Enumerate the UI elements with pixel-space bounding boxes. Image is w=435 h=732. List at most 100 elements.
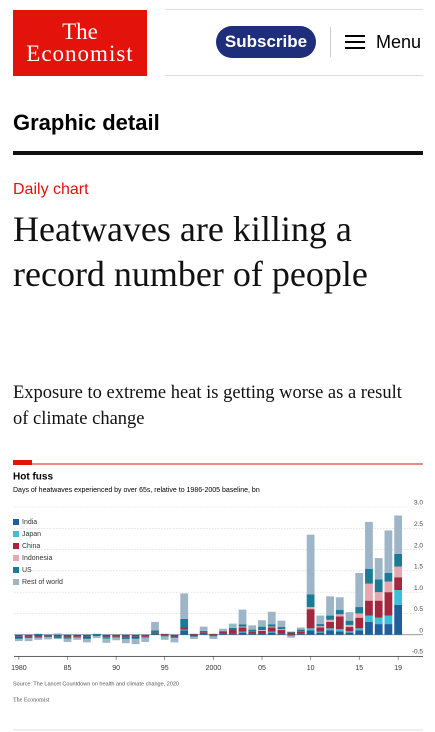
bar-segment — [121, 637, 130, 639]
bar-segment — [112, 634, 121, 636]
bar-segment — [345, 627, 354, 632]
bar-segment — [355, 613, 364, 618]
bar-segment — [394, 590, 403, 605]
bar-segment — [180, 618, 189, 628]
section-title[interactable]: Graphic detail — [13, 110, 160, 135]
bar-segment — [34, 637, 43, 640]
bar-segment — [306, 594, 315, 608]
x-tick-label: 10 — [307, 665, 315, 672]
x-tick-label: 1980 — [11, 665, 27, 672]
x-tick-label: 05 — [258, 665, 266, 672]
bar-segment — [326, 628, 334, 631]
bar-segment — [394, 515, 403, 554]
bar-segment — [131, 638, 140, 645]
bar-segment — [355, 617, 364, 629]
bar-segment — [228, 623, 237, 628]
bar-segment — [365, 621, 373, 635]
bar-segment — [238, 631, 247, 633]
bar-segment — [199, 633, 208, 635]
bar-segment — [219, 630, 227, 632]
bar-segment — [365, 615, 373, 622]
bar-segment — [44, 634, 52, 636]
bar-segment — [384, 530, 393, 573]
bar-segment — [190, 636, 198, 639]
menu-icon[interactable] — [345, 35, 365, 49]
logo[interactable]: The Economist — [13, 10, 147, 76]
bar-segment — [141, 634, 150, 636]
bar-segment — [374, 617, 383, 625]
bar-segment — [141, 637, 150, 642]
bar-segment — [151, 630, 159, 633]
bar-segment — [219, 633, 227, 635]
bar-segment — [112, 635, 121, 637]
x-tick-label: 90 — [112, 665, 120, 672]
bar-segment — [394, 604, 403, 635]
bar-segment — [384, 624, 393, 635]
bar-segment — [335, 629, 344, 632]
bar-segment — [306, 609, 315, 629]
bar-segment — [83, 636, 91, 639]
bar-segment — [83, 638, 91, 643]
bar-segment — [384, 581, 393, 593]
bar-segment — [374, 600, 383, 618]
y-tick-label: 0 — [419, 627, 423, 634]
logo-line: Economist — [26, 41, 134, 66]
bar-segment — [277, 633, 286, 635]
subscribe-button[interactable]: Subscribe — [216, 26, 316, 58]
bar-segment — [24, 635, 33, 637]
bar-segment — [316, 627, 325, 632]
menu-label[interactable]: Menu — [376, 32, 422, 52]
bar-segment — [267, 627, 276, 632]
bar-segment — [296, 629, 305, 632]
bar-segment — [73, 636, 82, 638]
bar-segment — [180, 630, 189, 635]
bar-segment — [14, 634, 23, 637]
bar-segment — [180, 627, 189, 630]
bar-segment — [83, 634, 91, 637]
bar-segment — [180, 593, 189, 619]
bar-segment — [365, 600, 373, 616]
bar-segment — [258, 633, 266, 635]
bar-segment — [170, 638, 179, 643]
x-tick-label: 19 — [394, 665, 402, 672]
logo-line: The — [62, 19, 98, 44]
bar-segment — [374, 592, 383, 601]
bar-segment — [44, 636, 52, 638]
bar-segment — [267, 611, 276, 625]
bar-segment — [316, 626, 325, 628]
bar-segment — [92, 633, 101, 635]
bar-segment — [258, 630, 266, 631]
y-tick-label: -0.5 — [412, 649, 424, 656]
y-tick-label: 2.0 — [414, 542, 423, 549]
bar-segment — [34, 633, 43, 635]
legend-label: India — [22, 519, 37, 526]
bar-segment — [326, 621, 334, 629]
bar-segment — [14, 638, 23, 639]
header-line — [165, 9, 423, 10]
bar-segment — [228, 633, 237, 635]
headline: Heatwaves are killing a record number of… — [13, 209, 368, 294]
bar-segment — [63, 637, 72, 639]
bar-segment — [102, 637, 111, 639]
bar-segment — [258, 620, 266, 627]
bar-segment — [112, 636, 121, 638]
bar-segment — [160, 634, 169, 636]
bar-segment — [326, 596, 334, 616]
bar-segment — [287, 631, 296, 633]
standfirst: Exposure to extreme heat is getting wors… — [13, 383, 402, 429]
bar-segment — [102, 636, 111, 638]
bar-segment — [170, 634, 179, 637]
chart: Hot fuss Days of heatwaves experienced b… — [11, 460, 424, 731]
bar-segment — [24, 636, 33, 639]
bar-segment — [14, 636, 23, 639]
bar-segment — [53, 636, 62, 638]
bar-segment — [335, 597, 344, 611]
bar-segment — [248, 629, 257, 632]
bar-segment — [394, 577, 403, 591]
bar-segment — [44, 637, 52, 640]
bar-segment — [384, 615, 393, 625]
bar-segment — [335, 614, 344, 617]
bar-segment — [316, 631, 325, 633]
divider — [330, 27, 331, 57]
bar-segment — [277, 620, 286, 628]
